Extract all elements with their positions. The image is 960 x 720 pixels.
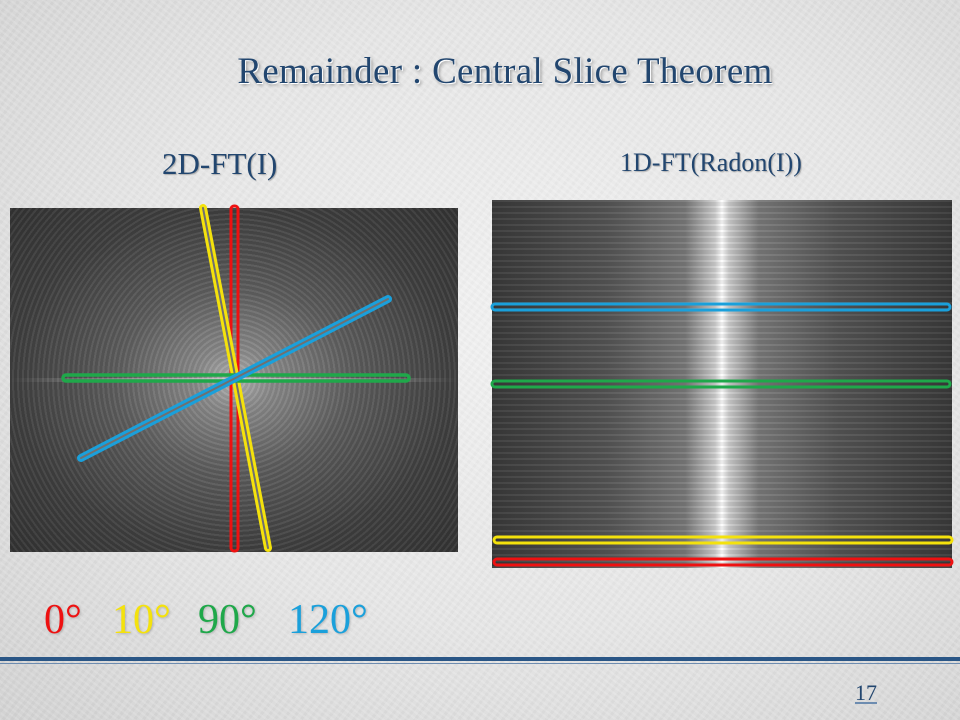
fourier-2d-image — [10, 208, 458, 552]
right-panel-label: 1D-FT(Radon(I)) — [620, 148, 802, 177]
legend-angle-90: 90° — [198, 597, 257, 643]
footer-divider — [0, 657, 960, 661]
legend-angle-0: 0° — [44, 597, 82, 643]
radon-1d-fourier-image — [492, 200, 952, 568]
slide-title: Remainder : Central Slice Theorem — [237, 51, 773, 92]
legend-angle-120: 120° — [288, 597, 368, 643]
footer-divider-thin — [0, 663, 960, 664]
left-panel-label: 2D-FT(I) — [162, 146, 278, 181]
page-number: 17 — [855, 680, 877, 705]
legend-angle-10: 10° — [112, 597, 171, 643]
